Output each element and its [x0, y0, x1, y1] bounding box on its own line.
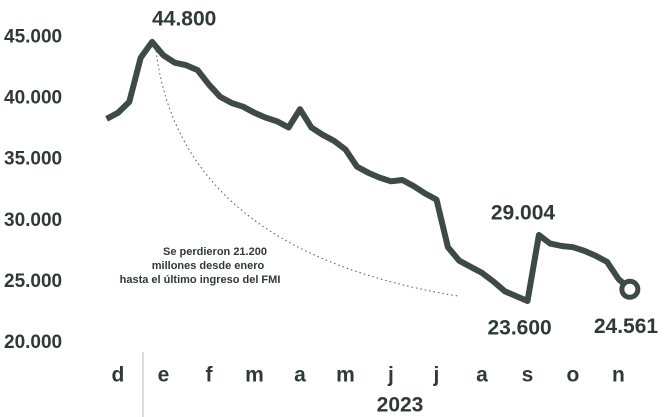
x-tick-label: a [294, 364, 306, 387]
x-tick-label: d [112, 364, 125, 387]
x-tick-label: a [476, 364, 488, 387]
end-marker [619, 278, 641, 300]
y-tick-label: 30.000 [4, 210, 62, 231]
x-tick-label: j [387, 364, 394, 387]
y-tick-label: 25.000 [4, 271, 62, 292]
annotation-curve [154, 41, 459, 297]
x-tick-label: j [433, 364, 440, 387]
y-tick-label: 20.000 [4, 332, 62, 353]
x-tick-label: s [522, 364, 534, 387]
y-tick-label: 35.000 [4, 149, 62, 170]
value-label: 23.600 [487, 317, 551, 340]
x-tick-label: m [245, 364, 264, 387]
value-label: 44.800 [152, 7, 216, 30]
x-tick-label: e [158, 364, 170, 387]
value-label: 29.004 [491, 202, 556, 225]
y-tick-label: 45.000 [4, 27, 62, 48]
x-axis-label: 2023 [377, 394, 424, 417]
x-tick-label: m [336, 364, 355, 387]
value-label: 24.561 [594, 315, 659, 338]
x-tick-label: n [612, 364, 625, 387]
annotation-line: Se perdieron 21.200 [163, 246, 267, 258]
x-tick-label: f [205, 364, 213, 387]
line [105, 38, 632, 304]
x-tick-label: o [567, 364, 580, 387]
y-tick-label: 40.000 [4, 88, 62, 109]
annotation-line: millones desde enero [152, 260, 265, 272]
annotation-line: hasta el último ingreso del FMI [120, 274, 281, 286]
